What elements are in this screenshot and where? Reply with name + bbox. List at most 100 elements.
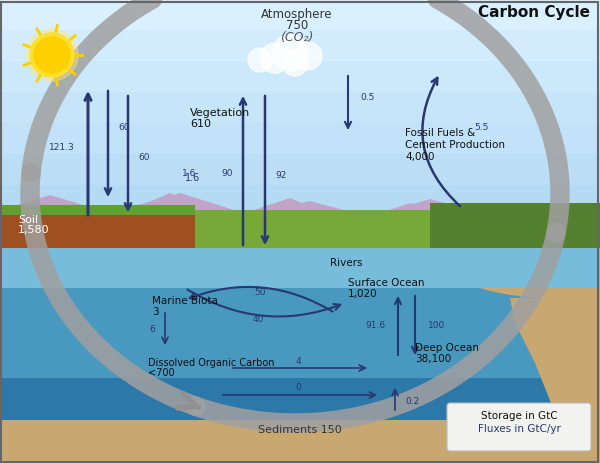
Text: Storage in GtC: Storage in GtC — [481, 411, 557, 421]
Text: 4: 4 — [295, 357, 301, 365]
Polygon shape — [0, 228, 600, 278]
Text: 6: 6 — [149, 325, 155, 333]
Text: 0: 0 — [295, 383, 301, 393]
Text: 0.5: 0.5 — [360, 94, 374, 102]
Bar — [0, 185, 600, 208]
Bar — [0, 154, 600, 185]
Text: Carbon Cycle: Carbon Cycle — [478, 5, 590, 20]
Bar — [0, 393, 600, 416]
Polygon shape — [0, 218, 600, 278]
Text: 4,000: 4,000 — [405, 152, 434, 162]
Text: 91.6: 91.6 — [365, 320, 385, 330]
Circle shape — [34, 37, 70, 73]
Text: 90: 90 — [221, 169, 233, 177]
Bar — [0, 210, 195, 278]
Bar — [0, 440, 600, 463]
FancyBboxPatch shape — [447, 403, 591, 451]
Text: 38,100: 38,100 — [415, 354, 451, 364]
Text: 60: 60 — [118, 124, 130, 132]
Bar — [0, 115, 600, 138]
Bar — [0, 339, 600, 370]
Bar — [0, 370, 600, 401]
Text: 100: 100 — [428, 320, 445, 330]
Bar — [0, 0, 600, 30]
Bar — [0, 347, 600, 370]
Bar — [0, 248, 600, 278]
Text: 40: 40 — [253, 315, 263, 324]
Bar — [0, 69, 600, 92]
Text: 610: 610 — [190, 119, 211, 129]
Bar — [0, 378, 600, 423]
Bar — [0, 250, 600, 278]
Text: (CO₂): (CO₂) — [280, 31, 314, 44]
Bar — [0, 46, 600, 69]
Text: Rivers: Rivers — [330, 258, 362, 268]
Bar — [0, 30, 600, 61]
Bar — [0, 432, 600, 463]
Bar — [0, 185, 600, 216]
Text: 1,580: 1,580 — [18, 225, 50, 235]
Bar — [0, 23, 600, 46]
Bar — [0, 324, 600, 347]
Bar — [0, 254, 600, 277]
Bar — [0, 248, 600, 293]
Bar — [0, 123, 600, 154]
Circle shape — [26, 29, 78, 81]
Circle shape — [272, 35, 308, 71]
Bar — [0, 216, 600, 246]
Text: 1,020: 1,020 — [348, 289, 377, 299]
Bar — [0, 288, 600, 383]
Text: Cement Production: Cement Production — [405, 140, 505, 150]
Circle shape — [282, 50, 308, 76]
Bar — [0, 92, 600, 115]
Circle shape — [260, 43, 290, 73]
Bar — [0, 208, 600, 231]
Bar — [0, 0, 600, 23]
Bar — [0, 416, 600, 439]
Bar — [0, 246, 600, 277]
Text: Marine Biota: Marine Biota — [152, 296, 218, 306]
Text: Fossil Fuels &: Fossil Fuels & — [405, 128, 475, 138]
Text: 3: 3 — [152, 307, 158, 317]
Text: 1.6: 1.6 — [182, 169, 196, 177]
Bar — [0, 277, 600, 308]
Circle shape — [294, 42, 322, 70]
Bar — [430, 203, 600, 263]
Bar — [0, 253, 600, 308]
Text: Deep Ocean: Deep Ocean — [415, 343, 479, 353]
Bar — [0, 231, 600, 254]
Text: Dissolved Organic Carbon: Dissolved Organic Carbon — [148, 358, 275, 368]
Text: Surface Ocean: Surface Ocean — [348, 278, 425, 288]
Text: 5.5: 5.5 — [474, 124, 488, 132]
Circle shape — [30, 33, 74, 77]
Text: 750: 750 — [286, 19, 308, 32]
Bar — [0, 277, 600, 300]
Bar — [0, 401, 600, 432]
Polygon shape — [0, 193, 600, 263]
Text: Fluxes in GtC/yr: Fluxes in GtC/yr — [478, 424, 560, 434]
Text: Vegetation: Vegetation — [190, 108, 250, 118]
Text: Sediments 150: Sediments 150 — [258, 425, 342, 435]
Polygon shape — [0, 193, 600, 278]
Bar — [0, 370, 600, 393]
Bar — [0, 61, 600, 92]
Text: <700: <700 — [148, 368, 175, 378]
Bar — [0, 162, 600, 185]
Polygon shape — [480, 288, 600, 303]
Bar — [0, 308, 600, 339]
Text: Atmosphere: Atmosphere — [261, 8, 333, 21]
Text: 92: 92 — [275, 170, 286, 180]
Bar — [0, 92, 600, 123]
Text: 60: 60 — [138, 154, 149, 163]
Text: 1.6: 1.6 — [185, 173, 200, 183]
Bar — [0, 420, 600, 463]
Bar — [0, 205, 195, 215]
Text: Soil: Soil — [18, 215, 38, 225]
Text: 121.3: 121.3 — [49, 144, 75, 152]
Circle shape — [248, 48, 272, 72]
Bar — [0, 210, 600, 278]
Text: 50: 50 — [254, 288, 266, 297]
Polygon shape — [510, 298, 600, 463]
Bar — [0, 301, 600, 324]
Text: 0.2: 0.2 — [405, 396, 419, 406]
